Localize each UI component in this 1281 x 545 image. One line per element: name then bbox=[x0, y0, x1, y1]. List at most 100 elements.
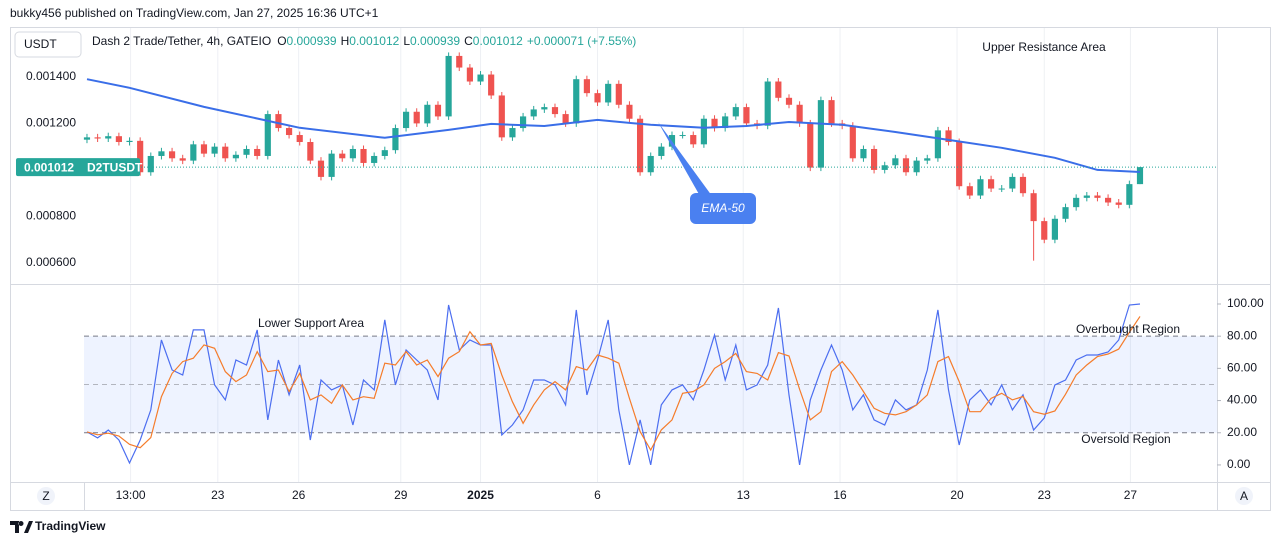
candle-body bbox=[1009, 176, 1016, 189]
x-tick-label: 23 bbox=[211, 488, 225, 502]
candle-body bbox=[434, 104, 442, 117]
scale-button[interactable] bbox=[37, 487, 55, 505]
candle-body bbox=[1115, 202, 1122, 205]
oscillator-line bbox=[86, 303, 1141, 466]
candle-body bbox=[1062, 207, 1069, 219]
candle-body bbox=[190, 144, 197, 161]
candle-body bbox=[615, 83, 622, 105]
legend-open: 0.000939 bbox=[287, 34, 337, 48]
currency-label[interactable]: USDT bbox=[24, 37, 57, 51]
candle-body bbox=[137, 140, 144, 173]
x-tick-label: 16 bbox=[833, 488, 847, 502]
candle-body bbox=[764, 81, 771, 126]
y-tick-label: 0.00 bbox=[1227, 457, 1251, 471]
candle-body bbox=[211, 146, 218, 154]
y-tick-label: 0.000800 bbox=[26, 209, 76, 223]
candle-body bbox=[743, 107, 750, 124]
candle-body bbox=[488, 74, 495, 96]
candle-body bbox=[264, 114, 271, 156]
legend-c: C bbox=[464, 34, 473, 48]
candle-body bbox=[254, 148, 261, 156]
candle-body bbox=[222, 146, 229, 159]
y-tick-label: 0.001400 bbox=[26, 69, 76, 83]
candle-body bbox=[700, 118, 707, 145]
x-tick-label: 13 bbox=[737, 488, 751, 502]
callout-pointer bbox=[658, 122, 712, 196]
candle-body bbox=[1083, 195, 1090, 198]
candle-body bbox=[647, 155, 654, 173]
annotation: Upper Resistance Area bbox=[982, 40, 1106, 54]
candle-body bbox=[275, 114, 282, 129]
candle-body bbox=[690, 135, 697, 145]
annotation: Lower Support Area bbox=[258, 316, 364, 330]
y-tick-label: 80.00 bbox=[1227, 328, 1257, 342]
candle-body bbox=[477, 74, 484, 82]
x-tick-label: 27 bbox=[1124, 488, 1138, 502]
candle-body bbox=[711, 118, 718, 129]
candle-body bbox=[785, 97, 793, 105]
mark-layer bbox=[83, 52, 1217, 466]
y-tick-label: 0.000600 bbox=[26, 255, 76, 269]
candle-body bbox=[828, 100, 835, 124]
legend-l: L bbox=[403, 34, 410, 48]
scale-button[interactable] bbox=[1235, 487, 1253, 505]
legend-h: H bbox=[341, 34, 350, 48]
y-tick-label: 60.00 bbox=[1227, 361, 1257, 375]
x-tick-label: 29 bbox=[394, 488, 408, 502]
candle-body bbox=[466, 67, 473, 82]
candle-body bbox=[977, 179, 984, 196]
candle-body bbox=[424, 104, 431, 124]
chart-frame bbox=[10, 27, 1271, 511]
x-tick-label: 23 bbox=[1038, 488, 1052, 502]
candle-body bbox=[168, 151, 176, 159]
candle-body bbox=[158, 151, 165, 156]
candle-body bbox=[1126, 184, 1133, 205]
candle-body bbox=[296, 135, 303, 143]
band-fill bbox=[84, 336, 1217, 433]
legend-symbol: Dash 2 Trade/Tether, 4h, GATEIO bbox=[92, 34, 271, 48]
legend-change: +0.000071 (+7.55%) bbox=[527, 34, 636, 48]
candle-body bbox=[1073, 197, 1080, 208]
candle-body bbox=[232, 154, 239, 159]
candle-body bbox=[849, 125, 856, 159]
candle-body bbox=[551, 107, 559, 115]
candle-body bbox=[1041, 221, 1048, 240]
scale-button-label[interactable]: A bbox=[1240, 489, 1248, 503]
candle-body bbox=[945, 130, 952, 143]
candle-body bbox=[796, 104, 803, 124]
candle-body bbox=[371, 155, 378, 163]
candle-body bbox=[913, 160, 920, 173]
candle-body bbox=[381, 150, 388, 156]
y-tick-label: 40.00 bbox=[1227, 393, 1257, 407]
candle-body bbox=[924, 158, 931, 161]
annotation: Oversold Region bbox=[1081, 432, 1170, 446]
published-note: bukky456 published on TradingView.com, J… bbox=[10, 6, 379, 20]
candle-body bbox=[636, 118, 644, 173]
candle-body bbox=[892, 158, 899, 166]
candle-body bbox=[998, 188, 1005, 190]
ema-line bbox=[86, 78, 1141, 173]
candle-body bbox=[509, 128, 516, 138]
candle-body bbox=[519, 116, 527, 129]
candle-body bbox=[987, 179, 995, 189]
candle-body bbox=[807, 123, 814, 168]
x-tick-label: 20 bbox=[950, 488, 964, 502]
scale-button-label[interactable]: Z bbox=[42, 489, 49, 503]
candle-body bbox=[392, 128, 399, 151]
candle-body bbox=[402, 111, 410, 129]
x-tick-label: 6 bbox=[594, 488, 601, 502]
candle-body bbox=[722, 116, 729, 129]
candle-body bbox=[105, 136, 112, 139]
y-tick-label: 100.00 bbox=[1227, 296, 1264, 310]
candle-body bbox=[934, 130, 941, 159]
candle-body bbox=[775, 81, 782, 98]
legend-close: 0.001012 bbox=[473, 34, 523, 48]
candle-body bbox=[966, 186, 973, 196]
currency-button[interactable] bbox=[14, 31, 82, 58]
candle-body bbox=[456, 55, 463, 68]
candle-body bbox=[126, 140, 133, 143]
candle-body bbox=[83, 137, 91, 140]
candle-body bbox=[115, 136, 122, 143]
